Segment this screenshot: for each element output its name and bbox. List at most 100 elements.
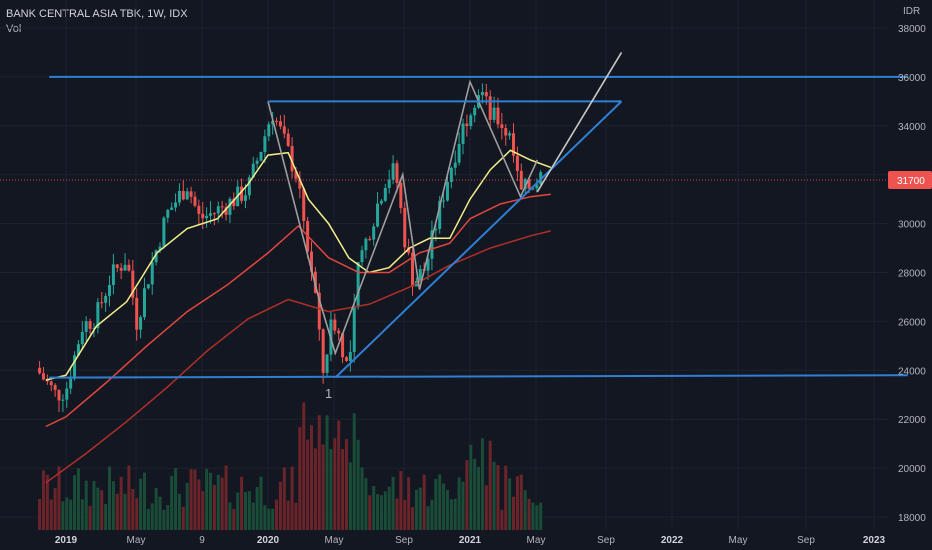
volume-bar: [53, 488, 57, 530]
candle-body: [341, 333, 345, 358]
rising-support-line[interactable]: [334, 100, 623, 379]
candle-body: [108, 285, 112, 296]
candle-body: [411, 252, 415, 287]
wave-label: 1: [325, 386, 332, 401]
time-tick-label: 2022: [661, 535, 684, 546]
candle-body: [275, 120, 279, 122]
candle-body: [500, 124, 504, 129]
candle-body: [298, 178, 302, 189]
volume-bar: [434, 478, 438, 530]
volume-bar: [275, 499, 279, 530]
candle-body: [372, 226, 376, 240]
candle-body: [259, 151, 263, 161]
candle-body: [364, 238, 368, 251]
candle-body: [251, 163, 255, 178]
volume-bar: [515, 476, 519, 530]
support-23700-line[interactable]: [49, 374, 908, 379]
candle-body: [80, 331, 84, 345]
moving-averages: [45, 149, 552, 484]
candle-body: [434, 228, 438, 231]
volume-bar: [465, 460, 469, 530]
candle-body: [119, 267, 123, 271]
volume-bar: [519, 474, 523, 530]
time-tick-label: 2020: [257, 535, 280, 546]
volume-bar: [461, 481, 465, 530]
volume-bar: [119, 476, 123, 530]
candle-body: [154, 250, 158, 263]
volume-bar: [445, 489, 449, 530]
volume-bar: [395, 498, 399, 530]
volume-bar: [243, 492, 247, 530]
volume-bar: [111, 481, 115, 530]
volume-bar: [411, 506, 415, 530]
candle-body: [96, 302, 100, 329]
volume-bar: [57, 466, 61, 530]
volume-bar: [236, 492, 240, 530]
volume-bar: [247, 491, 251, 530]
volume-bar: [407, 477, 411, 530]
volume-bar: [317, 415, 321, 530]
volume-bar: [492, 461, 496, 530]
last-price-text: 31700: [897, 176, 925, 187]
volume-bar: [442, 483, 446, 530]
volume-bar: [376, 494, 380, 530]
candle-body: [146, 284, 150, 289]
price-tick-label: 30000: [898, 220, 926, 231]
volume-bar: [453, 498, 457, 530]
volume-bar: [372, 486, 376, 530]
candle-body: [504, 128, 508, 136]
volume-bar: [294, 502, 298, 530]
price-tick-label: 18000: [898, 513, 926, 524]
time-axis[interactable]: 2019 May 9 2020 May Sep 2021 May Sep 2022 May Sep 20…: [55, 535, 886, 546]
volume-bar: [185, 482, 189, 530]
candle-body: [519, 170, 523, 190]
candle-body: [527, 178, 531, 189]
volume-bar: [278, 481, 282, 530]
zigzag-projection-line[interactable]: [536, 52, 623, 193]
time-tick-label: Sep: [797, 535, 815, 546]
candle-body: [488, 96, 492, 120]
volume-bar: [139, 478, 143, 530]
candle-body: [104, 295, 108, 303]
time-tick-label: Sep: [395, 535, 413, 546]
candle-body: [228, 198, 232, 215]
volume-bar: [527, 498, 531, 530]
candle-body: [181, 190, 185, 200]
candle-body: [294, 171, 298, 179]
candle-body: [53, 385, 57, 390]
volume-bar: [154, 488, 158, 530]
volume-bar: [193, 469, 197, 530]
candle-body: [162, 217, 166, 247]
candle-body: [442, 200, 446, 202]
candle-body: [177, 190, 181, 203]
candle-body: [508, 133, 512, 136]
candle-body: [368, 238, 372, 240]
volume-bar: [535, 505, 539, 530]
volume-bar: [96, 487, 100, 530]
candle-body: [65, 388, 69, 400]
candle-body: [220, 206, 224, 208]
candle-body: [115, 264, 119, 268]
volume-bar: [115, 493, 119, 530]
price-tick-label: 36000: [898, 73, 926, 84]
candle-body: [469, 115, 473, 126]
volume-bar: [344, 438, 348, 530]
volume-bar: [426, 506, 430, 530]
candle-body: [111, 264, 115, 286]
price-axis[interactable]: 1800020000220002400026000280003000032000…: [898, 24, 926, 524]
candle-body: [232, 198, 236, 207]
volume-bar: [65, 497, 69, 530]
time-tick-label: 2021: [459, 535, 482, 546]
candle-body: [139, 317, 143, 330]
volume-bar: [310, 425, 314, 530]
candle-body: [383, 187, 387, 201]
volume-bar: [177, 493, 181, 530]
candle-body: [430, 230, 434, 259]
volume-bar: [146, 509, 150, 530]
volume-bar: [220, 477, 224, 530]
volume-bar: [38, 499, 42, 530]
volume-bar: [69, 499, 73, 530]
volume-bar: [360, 467, 364, 530]
candle-body: [461, 123, 465, 144]
